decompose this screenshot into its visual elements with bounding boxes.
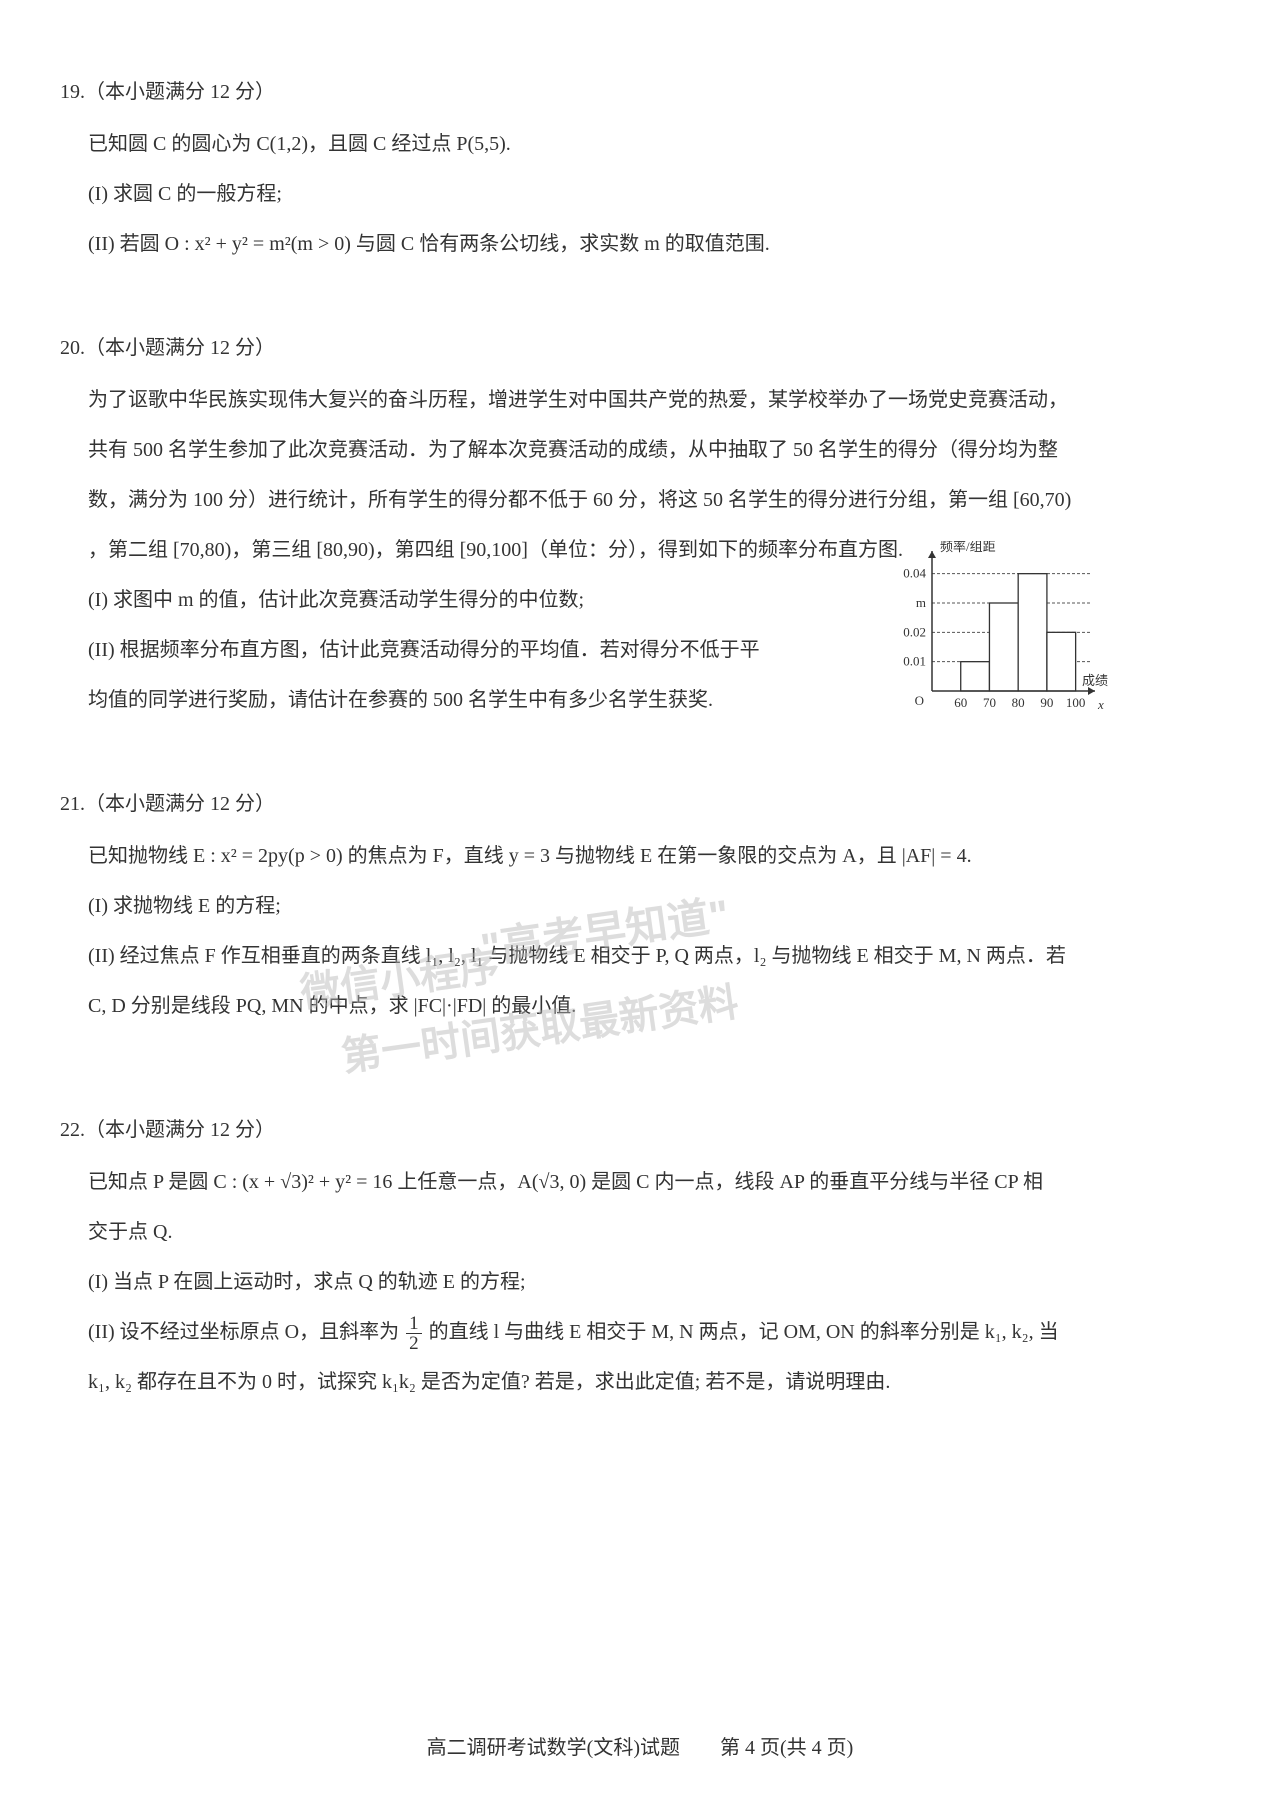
problem-22-body: 已知点 P 是圆 C : (x + √3)² + y² = 16 上任意一点，A… <box>60 1160 1200 1404</box>
p20-line-2: 共有 500 名学生参加了此次竞赛活动．为了解本次竞赛活动的成绩，从中抽取了 5… <box>88 428 1200 472</box>
frac-den: 2 <box>406 1334 422 1353</box>
p20-line-3: 数，满分为 100 分）进行统计，所有学生的得分都不低于 60 分，将这 50 … <box>88 478 1200 522</box>
histogram-bar <box>989 603 1018 691</box>
histogram-svg: 0.04 m 0.02 0.01 O 60 70 80 90 100 频率/组距成绩 x <box>890 541 1120 721</box>
x-tick-label: 60 <box>954 695 967 710</box>
x-tick-label: 80 <box>1012 695 1025 710</box>
histogram-bar <box>1018 574 1047 691</box>
y-tick-label: m <box>916 595 926 610</box>
p21-line-1: 已知抛物线 E : x² = 2py(p > 0) 的焦点为 F，直线 y = … <box>88 834 1200 878</box>
origin-label: O <box>915 693 924 708</box>
p22-sub-2c: k₁, k₂ 都存在且不为 0 时，试探究 k₁k₂ 是否为定值? 若是，求出此… <box>88 1360 1200 1404</box>
problem-21: 21.（本小题满分 12 分） 已知抛物线 E : x² = 2py(p > 0… <box>60 782 1200 1028</box>
problem-22-header: 22.（本小题满分 12 分） <box>60 1108 1200 1152</box>
problem-19-body: 已知圆 C 的圆心为 C(1,2)，且圆 C 经过点 P(5,5). (I) 求… <box>60 122 1200 266</box>
y-tick-label: 0.01 <box>903 654 926 669</box>
p20-line-1: 为了讴歌中华民族实现伟大复兴的奋斗历程，增进学生对中国共产党的热爱，某学校举办了… <box>88 378 1200 422</box>
page-footer: 高二调研考试数学(文科)试题 第 4 页(共 4 页) <box>0 1731 1280 1760</box>
y-axis-label: 频率/组距 <box>940 541 996 554</box>
p19-sub-1: (I) 求圆 C 的一般方程; <box>88 172 1200 216</box>
histogram-chart: 0.04 m 0.02 0.01 O 60 70 80 90 100 频率/组距成绩 x <box>890 541 1120 737</box>
y-tick-label: 0.04 <box>903 566 926 581</box>
p19-sub-2: (II) 若圆 O : x² + y² = m²(m > 0) 与圆 C 恰有两… <box>88 222 1200 266</box>
p22-line-1b: 交于点 Q. <box>88 1210 1200 1254</box>
page: 19.（本小题满分 12 分） 已知圆 C 的圆心为 C(1,2)，且圆 C 经… <box>0 0 1280 1810</box>
p22-line-1a: 已知点 P 是圆 C : (x + √3)² + y² = 16 上任意一点，A… <box>88 1160 1200 1204</box>
x-var-label: x <box>1097 697 1104 712</box>
problem-21-body: 已知抛物线 E : x² = 2py(p > 0) 的焦点为 F，直线 y = … <box>60 834 1200 1028</box>
x-tick-label: 70 <box>983 695 996 710</box>
x-axis-label: 成绩 <box>1082 673 1108 688</box>
y-tick-label: 0.02 <box>903 624 926 639</box>
p22-sub-2b: 的直线 l 与曲线 E 相交于 M, N 两点，记 OM, ON 的斜率分别是 … <box>424 1321 1059 1343</box>
p21-sub-1: (I) 求抛物线 E 的方程; <box>88 884 1200 928</box>
p22-sub-1: (I) 当点 P 在圆上运动时，求点 Q 的轨迹 E 的方程; <box>88 1260 1200 1304</box>
p22-sub-2-line1: (II) 设不经过坐标原点 O，且斜率为 12 的直线 l 与曲线 E 相交于 … <box>88 1310 1200 1354</box>
fraction-half: 12 <box>406 1314 422 1353</box>
problem-20-header: 20.（本小题满分 12 分） <box>60 326 1200 370</box>
problem-22: 22.（本小题满分 12 分） 已知点 P 是圆 C : (x + √3)² +… <box>60 1108 1200 1404</box>
problem-21-header: 21.（本小题满分 12 分） <box>60 782 1200 826</box>
p21-sub-2a: (II) 经过焦点 F 作互相垂直的两条直线 l₁, l₂, l₁ 与抛物线 E… <box>88 934 1200 978</box>
p19-line-1: 已知圆 C 的圆心为 C(1,2)，且圆 C 经过点 P(5,5). <box>88 122 1200 166</box>
histogram-bar <box>961 662 990 691</box>
x-tick-label: 90 <box>1040 695 1053 710</box>
x-tick-label: 100 <box>1066 695 1086 710</box>
x-axis-arrow-icon <box>1088 687 1095 695</box>
p21-sub-2b: C, D 分别是线段 PQ, MN 的中点，求 |FC|·|FD| 的最小值. <box>88 984 1200 1028</box>
problem-19: 19.（本小题满分 12 分） 已知圆 C 的圆心为 C(1,2)，且圆 C 经… <box>60 70 1200 266</box>
p22-sub-2a: (II) 设不经过坐标原点 O，且斜率为 <box>88 1321 404 1343</box>
frac-num: 1 <box>406 1314 422 1334</box>
problem-20: 20.（本小题满分 12 分） 为了讴歌中华民族实现伟大复兴的奋斗历程，增进学生… <box>60 326 1200 722</box>
problem-19-header: 19.（本小题满分 12 分） <box>60 70 1200 114</box>
y-axis-arrow-icon <box>928 551 936 558</box>
histogram-bar <box>1047 632 1076 691</box>
